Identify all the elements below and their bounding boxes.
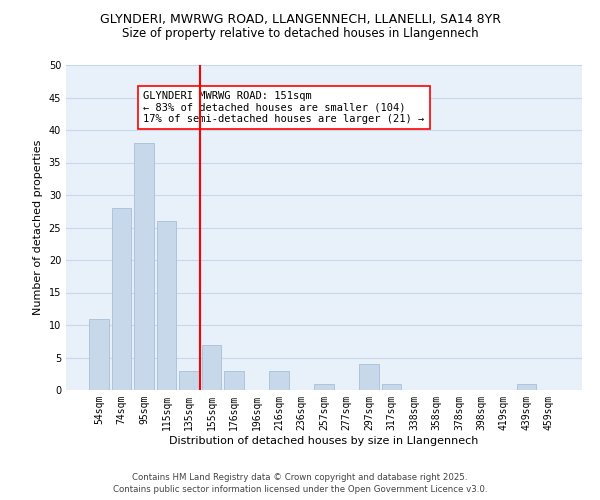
Bar <box>89 318 109 390</box>
Text: Size of property relative to detached houses in Llangennech: Size of property relative to detached ho… <box>122 28 478 40</box>
Bar <box>112 208 131 390</box>
Bar <box>157 221 176 390</box>
X-axis label: Distribution of detached houses by size in Llangennech: Distribution of detached houses by size … <box>169 436 479 446</box>
Bar <box>134 143 154 390</box>
Y-axis label: Number of detached properties: Number of detached properties <box>33 140 43 315</box>
Bar <box>359 364 379 390</box>
Text: GLYNDERI MWRWG ROAD: 151sqm
← 83% of detached houses are smaller (104)
17% of se: GLYNDERI MWRWG ROAD: 151sqm ← 83% of det… <box>143 91 425 124</box>
Bar <box>314 384 334 390</box>
Text: GLYNDERI, MWRWG ROAD, LLANGENNECH, LLANELLI, SA14 8YR: GLYNDERI, MWRWG ROAD, LLANGENNECH, LLANE… <box>100 12 500 26</box>
Bar <box>179 370 199 390</box>
Bar <box>382 384 401 390</box>
Bar <box>202 344 221 390</box>
Bar <box>269 370 289 390</box>
Bar <box>224 370 244 390</box>
Bar <box>517 384 536 390</box>
Text: Contains public sector information licensed under the Open Government Licence v3: Contains public sector information licen… <box>113 485 487 494</box>
Text: Contains HM Land Registry data © Crown copyright and database right 2025.: Contains HM Land Registry data © Crown c… <box>132 472 468 482</box>
